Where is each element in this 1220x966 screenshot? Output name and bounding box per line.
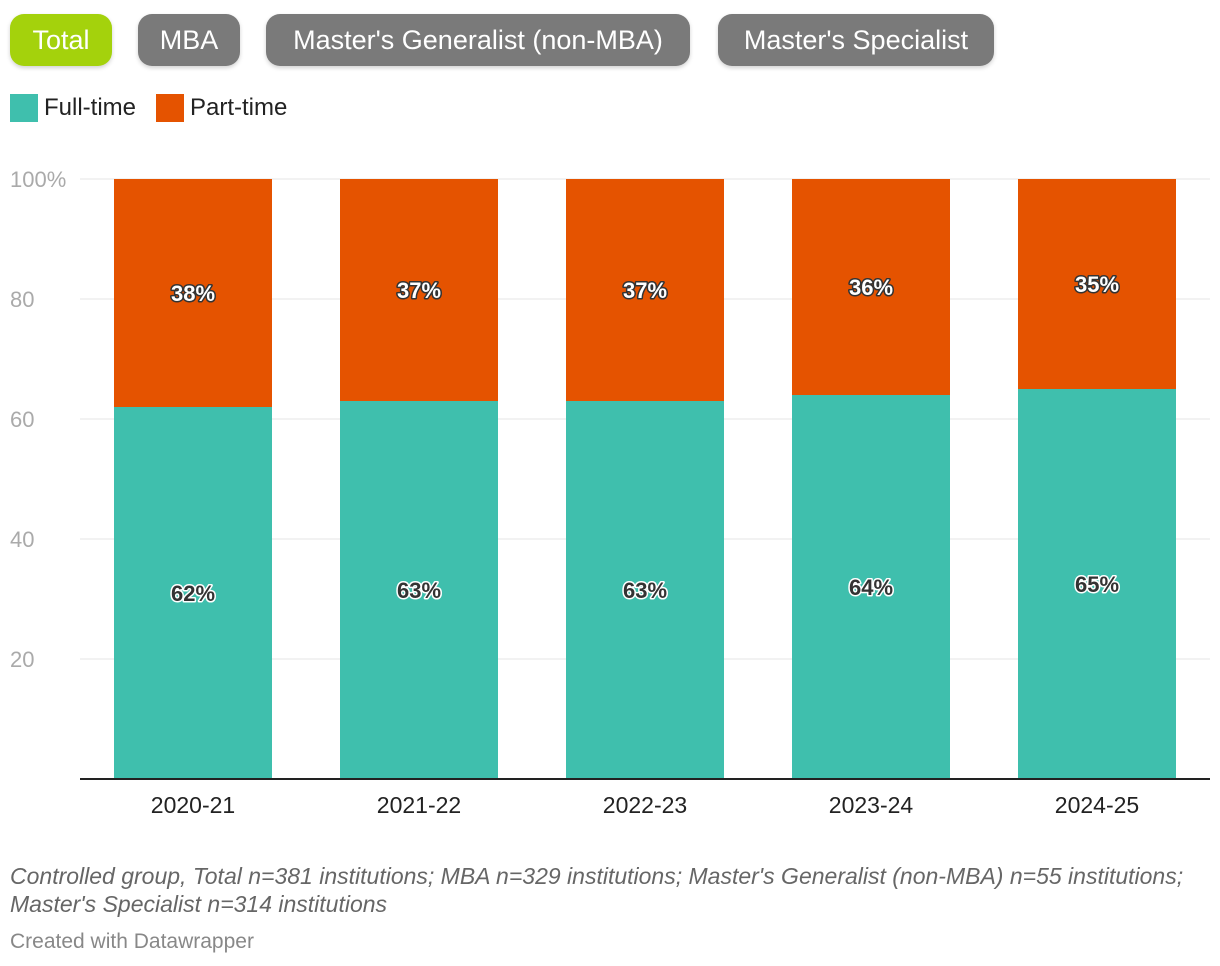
bar-full-time — [1018, 389, 1176, 779]
legend-label-part-time: Part-time — [190, 94, 288, 121]
x-tick-label: 2022-23 — [603, 792, 687, 818]
data-label: 64% — [849, 575, 893, 600]
x-tick-label: 2021-22 — [377, 792, 461, 818]
bar-part-time — [1018, 179, 1176, 389]
bar-part-time — [566, 179, 724, 401]
bar-part-time — [340, 179, 498, 401]
y-tick-label: 60 — [10, 407, 34, 432]
bar-full-time — [114, 407, 272, 779]
bar-part-time — [792, 179, 950, 395]
tab-mba[interactable]: MBA — [138, 14, 240, 66]
stacked-bar-chart: 20 40 60 80 100% 62% 38% 2020-21 63% 37% 2021-22 63… — [10, 167, 1210, 818]
data-label: 38% — [171, 281, 215, 306]
y-tick-label: 40 — [10, 527, 34, 552]
data-label: 35% — [1075, 272, 1119, 297]
legend-swatch-part-time — [156, 94, 184, 122]
footnote: Controlled group, Total n=381 institutio… — [10, 863, 1184, 917]
data-label: 63% — [397, 578, 441, 603]
y-tick-label: 100% — [10, 167, 66, 192]
data-label: 37% — [623, 278, 667, 303]
data-label: 62% — [171, 581, 215, 606]
x-tick-label: 2023-24 — [829, 792, 914, 818]
x-tick-label: 2020-21 — [151, 792, 235, 818]
bar-full-time — [792, 395, 950, 779]
legend-label-full-time: Full-time — [44, 94, 137, 121]
bar-full-time — [566, 401, 724, 779]
legend-swatch-full-time — [10, 94, 38, 122]
data-label: 36% — [849, 275, 893, 300]
bar-part-time — [114, 179, 272, 407]
tab-masters-specialist[interactable]: Master's Specialist — [718, 14, 994, 66]
bar-full-time — [340, 401, 498, 779]
tab-total[interactable]: Total — [10, 14, 112, 66]
data-label: 65% — [1075, 572, 1119, 597]
credit: Created with Datawrapper — [10, 930, 254, 953]
data-label: 37% — [397, 278, 441, 303]
x-tick-label: 2024-25 — [1055, 792, 1139, 818]
y-tick-label: 20 — [10, 647, 34, 672]
tab-masters-generalist[interactable]: Master's Generalist (non-MBA) — [266, 14, 690, 66]
data-label: 63% — [623, 578, 667, 603]
y-tick-label: 80 — [10, 287, 34, 312]
